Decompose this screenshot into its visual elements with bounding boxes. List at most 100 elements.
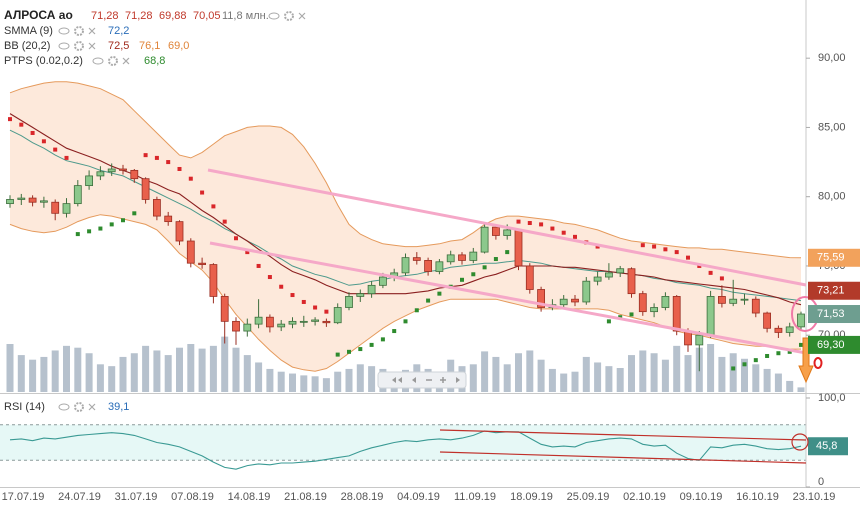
candle-body xyxy=(277,323,286,328)
x-tick-label: 18.09.19 xyxy=(510,491,553,503)
candle-body xyxy=(503,229,512,236)
volume-bar xyxy=(17,355,25,392)
indicator-value: 72,2 xyxy=(108,25,129,37)
nav-back[interactable] xyxy=(412,377,416,383)
ptps-dot xyxy=(708,270,713,275)
ptps-dot xyxy=(731,366,736,371)
indicator-value: 76,1 xyxy=(139,40,160,52)
volume-bar xyxy=(503,364,511,392)
volume-bar xyxy=(345,368,353,392)
ptps-dot xyxy=(765,353,770,358)
volume-bar xyxy=(96,364,104,392)
y-tick-label: 85,00 xyxy=(818,121,846,133)
close-icon[interactable] xyxy=(88,27,96,35)
visibility-icon[interactable] xyxy=(58,27,70,35)
ptps-dot xyxy=(177,166,182,171)
ptps-dot xyxy=(629,312,634,317)
highlight-circle xyxy=(791,433,809,451)
candle-body xyxy=(480,226,489,253)
candle-body xyxy=(243,323,252,332)
indicator-name: SMMA (9) xyxy=(4,25,53,37)
volume-bar xyxy=(29,359,37,392)
ptps-dot xyxy=(290,293,295,298)
candle-body xyxy=(345,296,353,308)
ptps-dot xyxy=(301,299,306,304)
ptps-dot xyxy=(787,349,792,354)
volume-bar xyxy=(63,345,70,392)
volume-bar xyxy=(221,336,229,392)
ptps-dot xyxy=(143,153,148,158)
ptps-dot xyxy=(87,229,92,234)
ptps-dot xyxy=(188,176,193,181)
x-tick-label: 14.08.19 xyxy=(228,491,271,503)
volume-bar xyxy=(74,347,82,392)
candle-body xyxy=(198,262,207,265)
volume-bar xyxy=(6,344,14,392)
ptps-dot xyxy=(460,277,464,282)
volume-bar xyxy=(142,345,150,392)
candle-body xyxy=(322,320,331,324)
ptps-dot xyxy=(200,190,205,195)
ptps-dot xyxy=(414,308,419,313)
volume-bar xyxy=(164,355,172,392)
candle-body xyxy=(424,260,433,272)
rsi-current-label: 45,8 xyxy=(816,440,837,452)
rsi-trend-line xyxy=(439,451,807,464)
nav-bar xyxy=(377,371,467,389)
candle-body xyxy=(593,276,602,282)
volume-bar xyxy=(232,347,240,392)
ptps-dot xyxy=(132,211,137,216)
volume-bar xyxy=(255,362,263,392)
settings-icon[interactable] xyxy=(74,41,84,51)
close-icon[interactable] xyxy=(122,57,130,65)
settings-icon[interactable] xyxy=(74,26,84,36)
price-label-box xyxy=(808,281,860,300)
close-icon[interactable] xyxy=(88,42,96,50)
settings-icon[interactable] xyxy=(284,11,294,21)
visibility-icon[interactable] xyxy=(92,57,104,65)
ptps-dot xyxy=(595,244,600,249)
nav-rewind[interactable] xyxy=(392,377,402,383)
visibility-icon[interactable] xyxy=(58,42,70,50)
visibility-icon[interactable] xyxy=(58,403,70,411)
y-tick-label: 90,00 xyxy=(818,52,846,64)
close-icon[interactable] xyxy=(298,12,306,20)
ptps-dot xyxy=(324,309,329,314)
rsi-band xyxy=(0,424,806,461)
settings-icon[interactable] xyxy=(108,56,118,66)
x-tick-label: 09.10.19 xyxy=(680,491,723,503)
close-icon[interactable] xyxy=(88,403,96,411)
x-tick-label: 11.09.19 xyxy=(454,491,496,503)
ptps-dot xyxy=(573,234,577,239)
candle-body xyxy=(175,221,184,242)
ptps-dot xyxy=(776,351,781,356)
ptps-dot xyxy=(109,222,114,227)
volume-bar xyxy=(763,368,771,392)
candle-body xyxy=(6,199,14,205)
volume-bar xyxy=(571,371,579,392)
indicator-value: 72,5 xyxy=(108,40,129,52)
ptps-dot xyxy=(392,329,397,334)
ptps-dot xyxy=(686,255,690,260)
nav-forward[interactable] xyxy=(456,377,460,383)
candle-body xyxy=(209,264,218,297)
ptps-dot xyxy=(527,221,532,226)
candle-body xyxy=(446,254,455,263)
settings-icon[interactable] xyxy=(74,402,84,412)
nav-zoom-in[interactable] xyxy=(440,377,446,383)
navigation-bar[interactable] xyxy=(377,371,467,389)
volume-bar xyxy=(752,364,760,392)
candle-body xyxy=(627,268,636,295)
candle-body xyxy=(537,289,545,308)
x-tick-label: 28.08.19 xyxy=(341,491,384,503)
volume-bar xyxy=(537,359,545,392)
rsi-current-box xyxy=(808,437,848,456)
indicator-name: BB (20,2) xyxy=(4,40,50,52)
visibility-icon[interactable] xyxy=(268,12,280,20)
ptps-dot xyxy=(471,272,476,277)
candle-body xyxy=(356,293,365,297)
ptps-dot xyxy=(166,160,171,165)
candle-body xyxy=(571,298,579,303)
ptps-dot xyxy=(154,155,159,160)
ptps-dot xyxy=(245,250,250,255)
